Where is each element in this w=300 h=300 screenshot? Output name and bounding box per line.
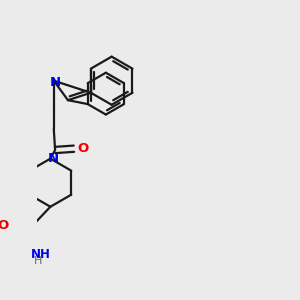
Text: N: N [48, 152, 59, 165]
Text: NH: NH [31, 248, 51, 261]
Text: O: O [0, 218, 9, 232]
Text: H: H [33, 256, 42, 266]
Text: O: O [77, 142, 88, 155]
Text: N: N [50, 76, 61, 89]
